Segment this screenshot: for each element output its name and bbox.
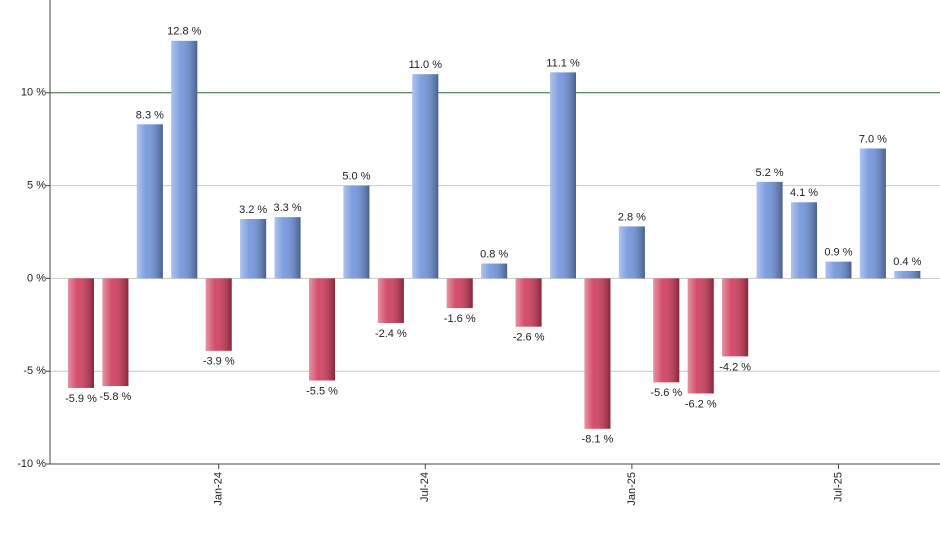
value-label: 12.8 %	[167, 26, 201, 38]
value-label: -5.9 %	[65, 393, 97, 405]
bar-shade	[171, 40, 198, 279]
y-tick-label: -5 %	[23, 365, 46, 377]
bar-shade	[515, 278, 542, 327]
value-label: 11.0 %	[409, 59, 443, 71]
bar-shade	[791, 202, 818, 279]
value-label: -2.4 %	[375, 328, 407, 340]
value-label: -3.9 %	[203, 356, 235, 368]
bar-shade	[653, 278, 680, 383]
value-label: 0.4 %	[893, 256, 921, 268]
bar-shade	[859, 148, 886, 279]
bar-shade	[481, 263, 508, 279]
value-label: -4.2 %	[719, 361, 751, 373]
bar-shade	[584, 278, 611, 429]
value-label: 8.3 %	[136, 109, 164, 121]
bar-shade	[722, 278, 749, 357]
value-label: 5.2 %	[756, 167, 784, 179]
bar-shade	[825, 261, 852, 279]
bar-shade	[618, 226, 645, 279]
bar-shade	[136, 124, 163, 279]
bar-shade	[309, 278, 336, 381]
bar-shade	[343, 185, 370, 279]
bar-shade	[687, 278, 714, 394]
bar-shade	[205, 278, 232, 351]
value-label: -8.1 %	[582, 434, 614, 446]
bar-shade	[102, 278, 129, 387]
bar-shade	[240, 219, 267, 279]
bar-shade	[377, 278, 404, 323]
bar-shade	[756, 181, 783, 279]
labels: -10 % -5 % 0 % 5 % 10 % -5.9 % -5.8 % 8.3 % 12.8…	[17, 26, 921, 506]
value-label: 5.0 %	[342, 171, 370, 183]
y-tick-label: 10 %	[21, 87, 46, 99]
value-label: 7.0 %	[859, 133, 887, 145]
y-tick-label: 5 %	[27, 180, 46, 192]
y-tick-label: 0 %	[27, 272, 46, 284]
value-label: 4.1 %	[790, 187, 818, 199]
bar-shade	[446, 278, 473, 309]
bar-shade	[68, 278, 94, 388]
bar-shade	[894, 270, 921, 279]
x-tick-label: Jan-25	[626, 472, 638, 506]
value-label: -2.6 %	[513, 332, 545, 344]
x-tick-label: Jul-24	[419, 472, 431, 502]
bar-shade	[550, 72, 577, 279]
bar-shade	[274, 217, 301, 279]
value-label: -1.6 %	[444, 313, 476, 325]
value-label: -5.6 %	[650, 387, 682, 399]
value-label: 0.9 %	[824, 247, 852, 259]
x-tick-label: Jul-25	[832, 472, 844, 502]
value-label: 11.1 %	[546, 57, 580, 69]
value-label: 3.3 %	[274, 202, 302, 214]
value-label: 3.2 %	[239, 204, 267, 216]
value-label: 2.8 %	[618, 211, 646, 223]
value-label: -6.2 %	[685, 398, 717, 410]
value-label: -5.5 %	[306, 385, 338, 397]
bars	[68, 40, 921, 429]
x-tick-label: Jan-24	[213, 472, 225, 506]
value-label: 0.8 %	[480, 248, 508, 260]
bar-shade	[412, 74, 439, 279]
value-label: -5.8 %	[100, 391, 132, 403]
y-tick-label: -10 %	[17, 458, 46, 470]
